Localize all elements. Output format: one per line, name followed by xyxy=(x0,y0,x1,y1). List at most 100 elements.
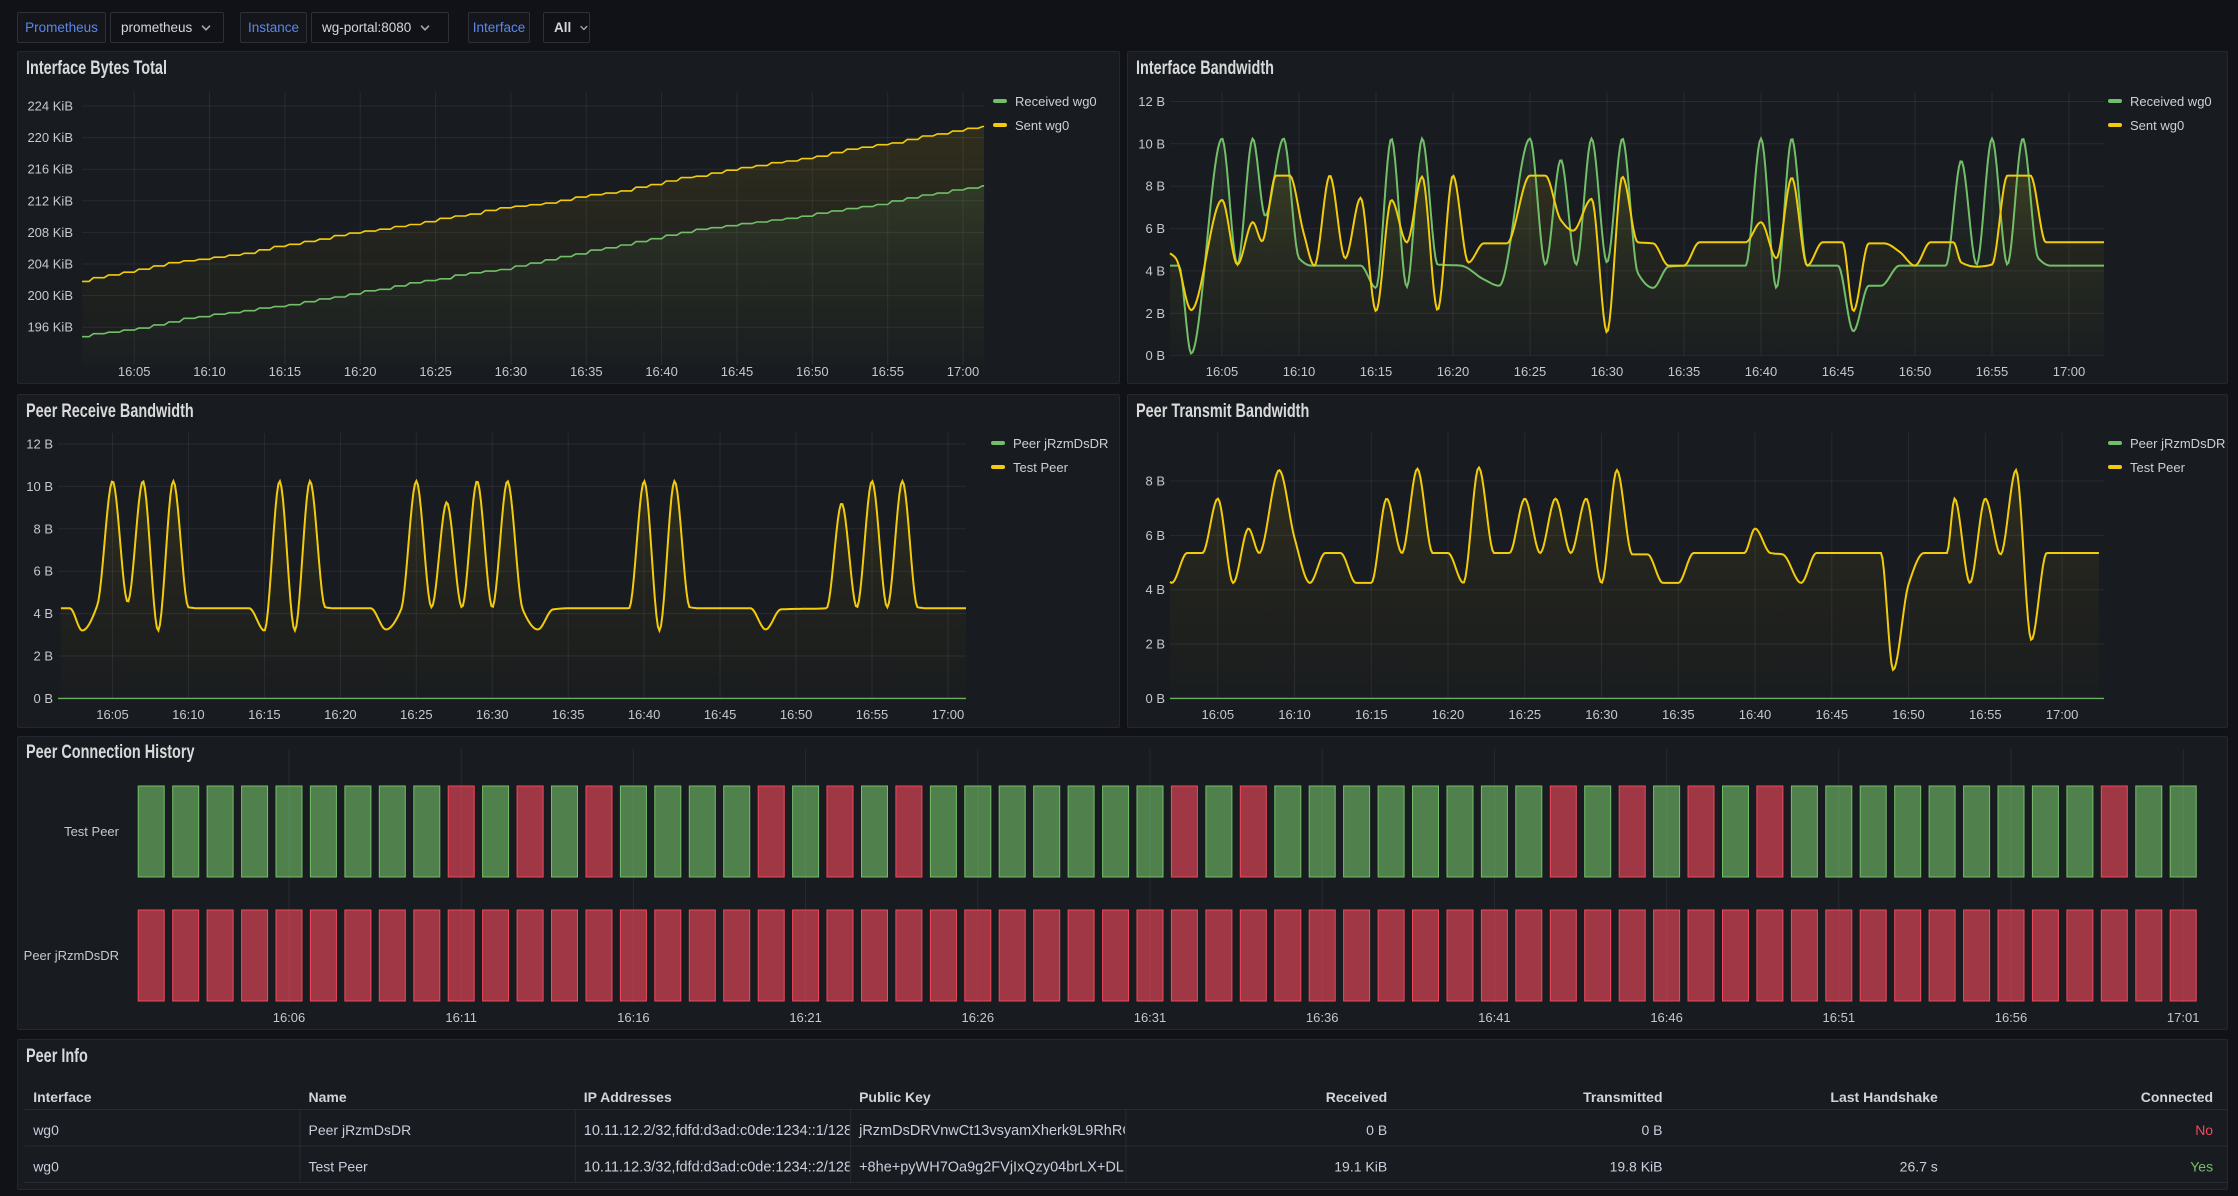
svg-text:16:30: 16:30 xyxy=(1591,364,1624,379)
svg-text:+8he+pyWH7Oa9g2FVjIxQzy04brLX+: +8he+pyWH7Oa9g2FVjIxQzy04brLX+DL xyxy=(859,1160,1124,1176)
svg-text:220 KiB: 220 KiB xyxy=(27,130,73,145)
svg-text:16:40: 16:40 xyxy=(645,364,678,379)
svg-text:0 B: 0 B xyxy=(1145,691,1165,706)
svg-text:12 B: 12 B xyxy=(26,437,53,452)
svg-text:216 KiB: 216 KiB xyxy=(27,162,73,177)
svg-text:204 KiB: 204 KiB xyxy=(27,257,73,272)
svg-text:16:45: 16:45 xyxy=(721,364,754,379)
svg-text:16:40: 16:40 xyxy=(1745,364,1778,379)
svg-text:16:55: 16:55 xyxy=(1976,364,2009,379)
svg-text:16:30: 16:30 xyxy=(1585,707,1618,722)
svg-text:17:00: 17:00 xyxy=(947,364,980,379)
svg-text:4 B: 4 B xyxy=(1145,263,1165,278)
svg-text:16:35: 16:35 xyxy=(552,707,585,722)
svg-text:2 B: 2 B xyxy=(1145,306,1165,321)
svg-text:212 KiB: 212 KiB xyxy=(27,193,73,208)
svg-text:16:40: 16:40 xyxy=(1739,707,1772,722)
svg-text:16:50: 16:50 xyxy=(796,364,829,379)
svg-text:2 B: 2 B xyxy=(1145,637,1165,652)
svg-text:Received: Received xyxy=(1326,1089,1387,1105)
svg-text:6 B: 6 B xyxy=(1145,528,1165,543)
svg-text:16:15: 16:15 xyxy=(248,707,281,722)
svg-text:16:25: 16:25 xyxy=(1509,707,1542,722)
svg-text:Public Key: Public Key xyxy=(859,1089,931,1105)
svg-text:10.11.12.2/32,fdfd:d3ad:c0de:1: 10.11.12.2/32,fdfd:d3ad:c0de:1234::1/128 xyxy=(584,1123,852,1139)
svg-text:208 KiB: 208 KiB xyxy=(27,225,73,240)
svg-text:16:45: 16:45 xyxy=(1822,364,1855,379)
svg-text:Transmitted: Transmitted xyxy=(1583,1089,1662,1105)
svg-text:16:40: 16:40 xyxy=(628,707,661,722)
svg-text:196 KiB: 196 KiB xyxy=(27,320,73,335)
svg-text:Connected: Connected xyxy=(2141,1089,2213,1105)
svg-text:Test Peer: Test Peer xyxy=(64,824,120,839)
svg-text:16:15: 16:15 xyxy=(269,364,302,379)
svg-text:16:36: 16:36 xyxy=(1306,1010,1339,1025)
svg-text:16:45: 16:45 xyxy=(704,707,737,722)
svg-text:16:06: 16:06 xyxy=(273,1010,306,1025)
svg-text:16:20: 16:20 xyxy=(1437,364,1470,379)
svg-text:Interface: Interface xyxy=(33,1089,92,1105)
svg-text:16:10: 16:10 xyxy=(1283,364,1316,379)
svg-text:16:05: 16:05 xyxy=(96,707,129,722)
svg-text:16:25: 16:25 xyxy=(419,364,452,379)
svg-text:Peer jRzmDsDR: Peer jRzmDsDR xyxy=(24,948,119,963)
svg-text:8 B: 8 B xyxy=(1145,179,1165,194)
svg-text:16:25: 16:25 xyxy=(1514,364,1547,379)
svg-text:16:41: 16:41 xyxy=(1478,1010,1511,1025)
svg-text:4 B: 4 B xyxy=(33,606,53,621)
svg-text:wg0: wg0 xyxy=(32,1159,59,1175)
svg-text:0 B: 0 B xyxy=(33,691,53,706)
svg-text:16:05: 16:05 xyxy=(118,364,151,379)
svg-text:17:00: 17:00 xyxy=(932,707,965,722)
svg-text:Last Handshake: Last Handshake xyxy=(1830,1089,1938,1105)
svg-text:16:20: 16:20 xyxy=(1432,707,1465,722)
svg-text:16:05: 16:05 xyxy=(1202,707,1235,722)
svg-text:8 B: 8 B xyxy=(1145,474,1165,489)
svg-text:17:00: 17:00 xyxy=(2046,707,2079,722)
svg-text:6 B: 6 B xyxy=(1145,221,1165,236)
svg-text:16:15: 16:15 xyxy=(1355,707,1388,722)
svg-text:No: No xyxy=(2195,1122,2213,1138)
svg-text:16:10: 16:10 xyxy=(193,364,226,379)
svg-text:16:35: 16:35 xyxy=(1668,364,1701,379)
svg-text:16:45: 16:45 xyxy=(1816,707,1849,722)
svg-text:16:25: 16:25 xyxy=(400,707,433,722)
svg-text:26.7 s: 26.7 s xyxy=(1900,1159,1938,1175)
svg-text:224 KiB: 224 KiB xyxy=(27,99,73,114)
svg-text:16:26: 16:26 xyxy=(962,1010,995,1025)
svg-text:16:55: 16:55 xyxy=(871,364,904,379)
svg-text:16:35: 16:35 xyxy=(570,364,603,379)
svg-text:10 B: 10 B xyxy=(26,479,53,494)
svg-text:16:46: 16:46 xyxy=(1650,1010,1683,1025)
svg-text:16:55: 16:55 xyxy=(1969,707,2002,722)
svg-text:0 B: 0 B xyxy=(1641,1122,1662,1138)
svg-text:16:56: 16:56 xyxy=(1995,1010,2028,1025)
svg-text:16:10: 16:10 xyxy=(1278,707,1311,722)
svg-text:jRzmDsDRVnwCt13vsyamXherk9L9Rh: jRzmDsDRVnwCt13vsyamXherk9L9RhRC xyxy=(858,1123,1133,1139)
svg-text:Peer jRzmDsDR: Peer jRzmDsDR xyxy=(309,1122,412,1138)
svg-text:4 B: 4 B xyxy=(1145,582,1165,597)
svg-text:200 KiB: 200 KiB xyxy=(27,288,73,303)
svg-text:16:20: 16:20 xyxy=(324,707,357,722)
svg-text:16:55: 16:55 xyxy=(856,707,889,722)
svg-text:19.1 KiB: 19.1 KiB xyxy=(1334,1159,1387,1175)
svg-text:16:51: 16:51 xyxy=(1823,1010,1856,1025)
svg-text:0 B: 0 B xyxy=(1145,348,1165,363)
svg-text:17:00: 17:00 xyxy=(2053,364,2086,379)
svg-text:19.8 KiB: 19.8 KiB xyxy=(1610,1159,1663,1175)
svg-text:16:20: 16:20 xyxy=(344,364,377,379)
svg-text:6 B: 6 B xyxy=(33,564,53,579)
svg-text:12 B: 12 B xyxy=(1138,94,1165,109)
svg-text:IP Addresses: IP Addresses xyxy=(584,1089,672,1105)
svg-text:16:50: 16:50 xyxy=(1899,364,1932,379)
svg-text:16:50: 16:50 xyxy=(780,707,813,722)
svg-text:16:05: 16:05 xyxy=(1206,364,1239,379)
svg-text:Name: Name xyxy=(309,1089,347,1105)
svg-text:0 B: 0 B xyxy=(1366,1122,1387,1138)
svg-text:10 B: 10 B xyxy=(1138,136,1165,151)
svg-text:8 B: 8 B xyxy=(33,521,53,536)
svg-text:Test Peer: Test Peer xyxy=(309,1159,368,1175)
svg-text:Yes: Yes xyxy=(2190,1159,2213,1175)
svg-text:2 B: 2 B xyxy=(33,649,53,664)
svg-text:16:35: 16:35 xyxy=(1662,707,1695,722)
